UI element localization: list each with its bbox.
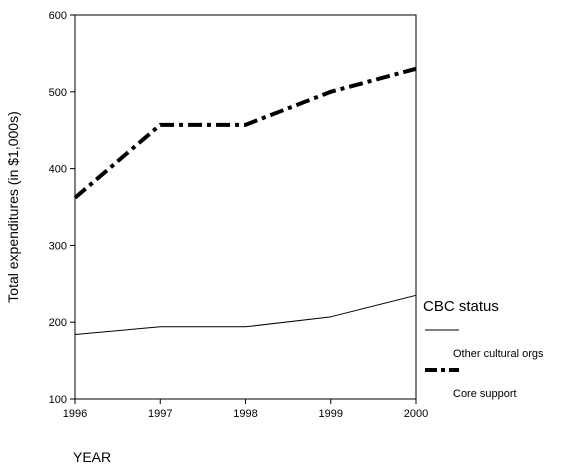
y-tick-label: 600 bbox=[49, 10, 67, 22]
legend-label-other-cultural-orgs: Other cultural orgs bbox=[453, 348, 544, 360]
x-tick-label: 1999 bbox=[319, 408, 343, 420]
legend-label-core-support: Core support bbox=[453, 388, 517, 400]
x-tick-label: 1996 bbox=[63, 408, 87, 420]
y-tick-label: 400 bbox=[49, 164, 67, 176]
x-axis: 1996 1997 1998 1999 2000 bbox=[63, 399, 428, 420]
y-tick-label: 100 bbox=[49, 394, 67, 406]
legend-title: CBC status bbox=[423, 298, 499, 315]
y-tick-label: 200 bbox=[49, 317, 67, 329]
y-axis-title: Total expenditures (in $1,000s) bbox=[5, 111, 21, 302]
x-axis-title: YEAR bbox=[73, 449, 111, 465]
y-tick-label: 500 bbox=[49, 87, 67, 99]
y-tick-label: 300 bbox=[49, 240, 67, 252]
x-tick-label: 1998 bbox=[233, 408, 257, 420]
y-axis: 100 200 300 400 500 600 bbox=[49, 10, 75, 406]
series-line-core-support bbox=[73, 66, 417, 200]
x-tick-label: 2000 bbox=[404, 408, 428, 420]
series-lines bbox=[73, 66, 417, 335]
plot-frame bbox=[74, 14, 417, 400]
legend: CBC status Other cultural orgs Core supp… bbox=[423, 298, 544, 400]
series-line-other-cultural-orgs bbox=[74, 294, 417, 335]
x-tick-label: 1997 bbox=[148, 408, 172, 420]
